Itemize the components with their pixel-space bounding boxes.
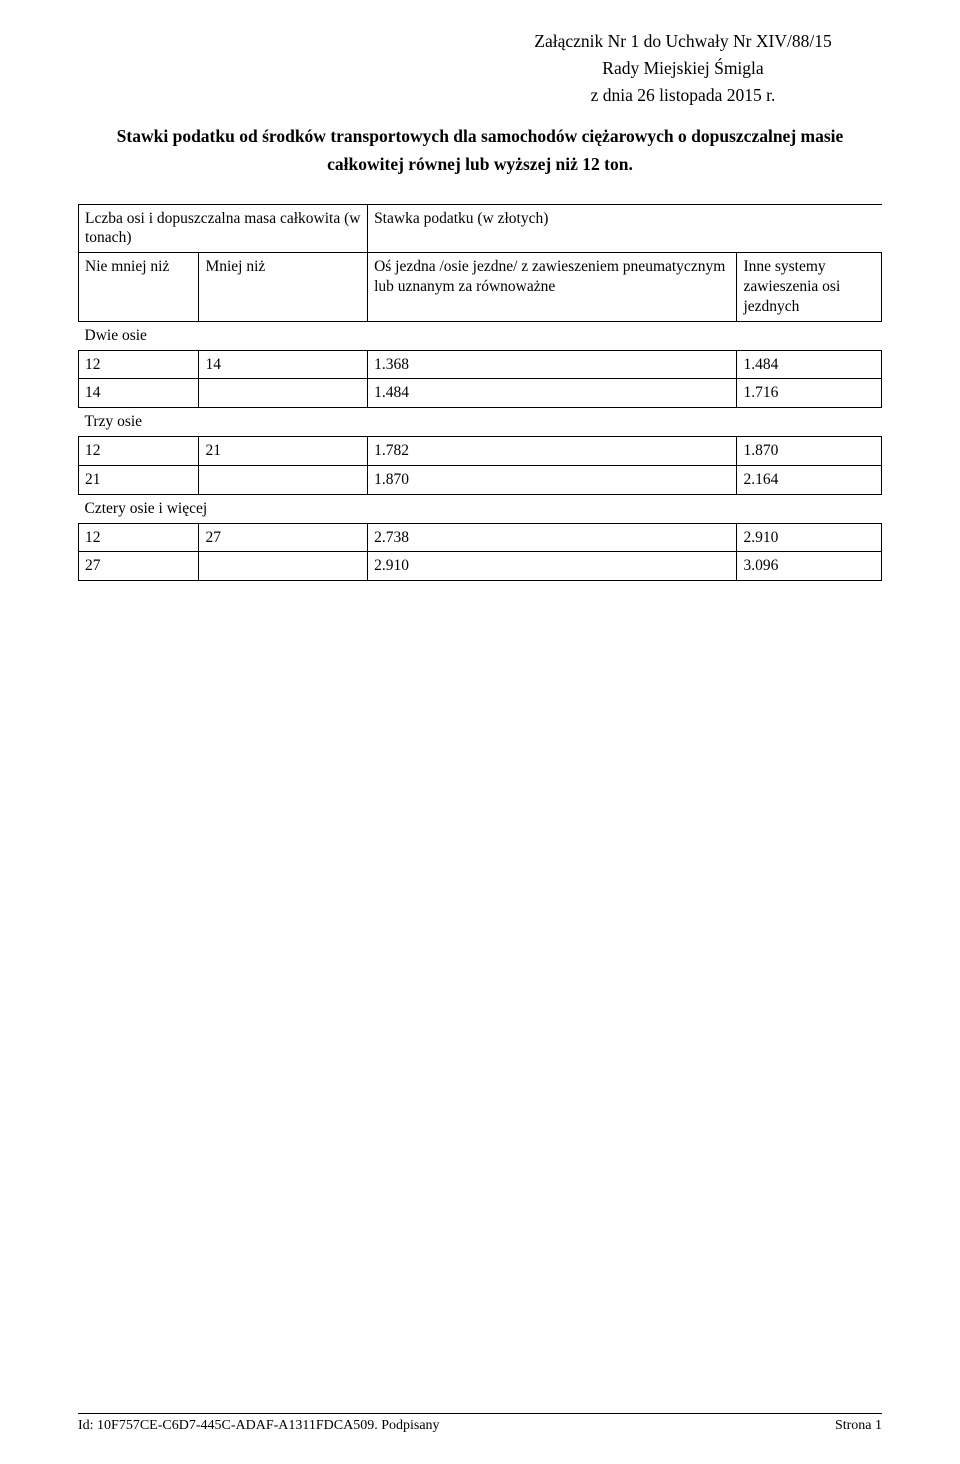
- cell: 14: [199, 350, 368, 379]
- page-footer: Id: 10F757CE-C6D7-445C-ADAF-A1311FDCA509…: [78, 1413, 882, 1434]
- table-row: 27 2.910 3.096: [79, 552, 882, 581]
- table-row: 12 27 2.738 2.910: [79, 523, 882, 552]
- header-line-1: Załącznik Nr 1 do Uchwały Nr XIV/88/15: [418, 28, 948, 55]
- cell: 1.870: [737, 437, 882, 466]
- page: Załącznik Nr 1 do Uchwały Nr XIV/88/15 R…: [0, 0, 960, 1464]
- head-right: Stawka podatku (w złotych): [368, 204, 882, 253]
- cell: [199, 465, 368, 494]
- col2-header: Mniej niż: [199, 253, 368, 321]
- cell: 1.870: [368, 465, 737, 494]
- col1-header: Nie mniej niż: [79, 253, 199, 321]
- table-row: Dwie osie: [79, 321, 882, 350]
- col4-header: Inne systemy zawieszenia osi jezdnych: [737, 253, 882, 321]
- cell: 2.910: [737, 523, 882, 552]
- cell: 1.368: [368, 350, 737, 379]
- cell: 12: [79, 350, 199, 379]
- table-row: Cztery osie i więcej: [79, 494, 882, 523]
- table-row: Lczba osi i dopuszczalna masa całkowita …: [79, 204, 882, 253]
- cell: 14: [79, 379, 199, 408]
- table-row: Trzy osie: [79, 408, 882, 437]
- section-label: Dwie osie: [79, 321, 882, 350]
- section-label: Trzy osie: [79, 408, 882, 437]
- rates-table: Lczba osi i dopuszczalna masa całkowita …: [78, 204, 882, 582]
- cell: 1.716: [737, 379, 882, 408]
- cell: 12: [79, 437, 199, 466]
- document-title: Stawki podatku od środków transportowych…: [80, 123, 880, 177]
- table-row: 21 1.870 2.164: [79, 465, 882, 494]
- cell: 1.782: [368, 437, 737, 466]
- cell: [199, 379, 368, 408]
- table-row: Nie mniej niż Mniej niż Oś jezdna /osie …: [79, 253, 882, 321]
- cell: 2.164: [737, 465, 882, 494]
- footer-id: Id: 10F757CE-C6D7-445C-ADAF-A1311FDCA509…: [78, 1418, 440, 1434]
- cell: 21: [79, 465, 199, 494]
- cell: 1.484: [737, 350, 882, 379]
- cell: 3.096: [737, 552, 882, 581]
- cell: 27: [79, 552, 199, 581]
- header-line-2: Rady Miejskiej Śmigla: [418, 55, 948, 82]
- cell: [199, 552, 368, 581]
- table-row: 14 1.484 1.716: [79, 379, 882, 408]
- cell: 2.910: [368, 552, 737, 581]
- table-row: 12 21 1.782 1.870: [79, 437, 882, 466]
- cell: 12: [79, 523, 199, 552]
- header-line-3: z dnia 26 listopada 2015 r.: [418, 82, 948, 109]
- head-left: Lczba osi i dopuszczalna masa całkowita …: [79, 204, 368, 253]
- attachment-header: Załącznik Nr 1 do Uchwały Nr XIV/88/15 R…: [418, 28, 948, 109]
- cell: 1.484: [368, 379, 737, 408]
- table-row: 12 14 1.368 1.484: [79, 350, 882, 379]
- cell: 21: [199, 437, 368, 466]
- cell: 2.738: [368, 523, 737, 552]
- col3-header: Oś jezdna /osie jezdne/ z zawieszeniem p…: [368, 253, 737, 321]
- footer-page: Strona 1: [835, 1418, 882, 1434]
- section-label: Cztery osie i więcej: [79, 494, 882, 523]
- cell: 27: [199, 523, 368, 552]
